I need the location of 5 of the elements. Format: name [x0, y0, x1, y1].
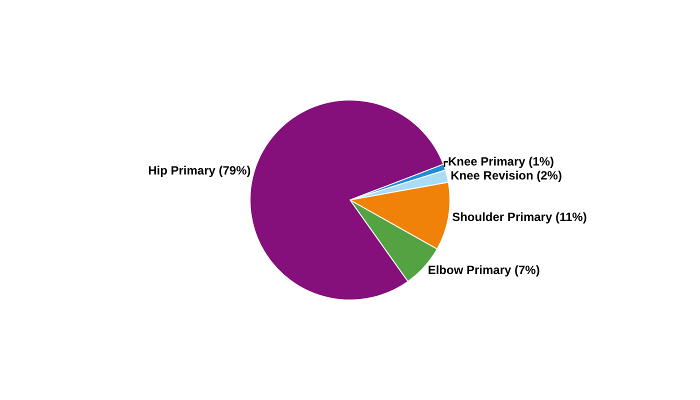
slice-label: Shoulder Primary (11%) [452, 210, 587, 224]
slice-label: Knee Revision (2%) [450, 168, 562, 183]
slice-label: Elbow Primary (7%) [428, 263, 540, 278]
slice-label: Knee Primary (1%) [448, 154, 554, 169]
slice-label: Hip Primary (79%) [148, 164, 251, 178]
